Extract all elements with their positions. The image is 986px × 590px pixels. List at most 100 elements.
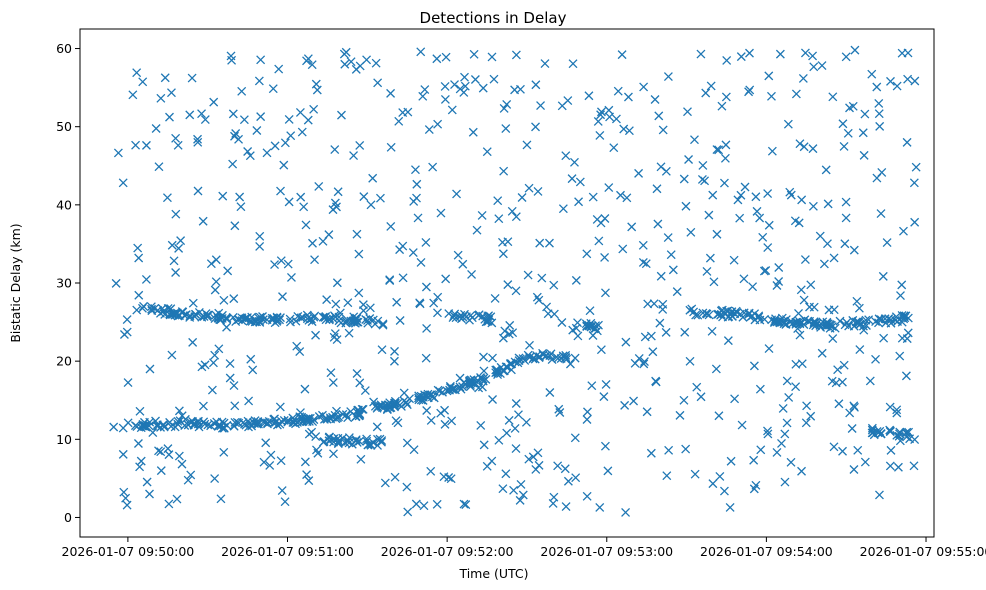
data-point-marker xyxy=(620,400,630,410)
data-point-marker xyxy=(229,421,239,431)
data-point-marker xyxy=(373,441,382,450)
data-point-marker xyxy=(371,58,381,68)
data-point-marker xyxy=(653,219,663,229)
data-point-marker xyxy=(872,82,882,92)
data-point-marker xyxy=(479,366,489,376)
data-point-marker xyxy=(782,376,792,386)
data-point-marker xyxy=(277,486,287,496)
data-point-marker xyxy=(658,299,668,309)
data-point-marker xyxy=(641,259,651,269)
data-point-marker xyxy=(304,476,314,486)
data-point-marker xyxy=(197,362,207,372)
data-point-marker xyxy=(223,266,233,276)
data-point-marker xyxy=(666,250,676,260)
data-point-marker xyxy=(412,179,422,189)
y-axis-ticks: 0 10 20 30 40 50 60 xyxy=(56,41,80,525)
data-point-marker xyxy=(563,96,573,106)
data-point-marker xyxy=(235,192,245,202)
data-point-marker xyxy=(502,99,512,109)
data-point-marker xyxy=(296,408,305,418)
data-point-marker xyxy=(156,466,166,476)
data-point-marker xyxy=(421,282,431,292)
data-point-marker xyxy=(419,501,429,511)
data-point-marker xyxy=(523,350,533,360)
data-point-marker xyxy=(884,314,894,324)
data-point-marker xyxy=(780,477,790,487)
data-point-marker xyxy=(440,405,450,415)
data-point-marker xyxy=(821,165,831,175)
data-point-marker xyxy=(854,303,864,313)
data-point-marker xyxy=(141,274,151,284)
data-point-marker xyxy=(304,429,314,439)
data-point-marker xyxy=(230,131,239,141)
data-point-marker xyxy=(630,358,640,368)
data-point-marker xyxy=(892,405,902,415)
data-point-marker xyxy=(366,200,376,210)
data-point-marker xyxy=(588,192,598,202)
data-point-marker xyxy=(409,445,419,455)
data-point-marker xyxy=(483,314,493,324)
data-point-marker xyxy=(593,116,603,126)
data-point-marker xyxy=(395,316,405,325)
data-point-marker xyxy=(414,395,424,405)
chart-title: Detections in Delay xyxy=(420,9,567,27)
data-point-marker xyxy=(174,243,184,253)
data-point-marker xyxy=(447,105,457,115)
data-point-marker xyxy=(309,104,319,114)
data-point-marker xyxy=(793,324,803,333)
data-point-marker xyxy=(839,141,849,151)
data-point-marker xyxy=(135,406,145,416)
data-point-marker xyxy=(200,419,210,429)
data-point-marker xyxy=(646,448,656,458)
data-point-marker xyxy=(446,474,456,484)
data-point-marker xyxy=(382,404,392,414)
data-point-marker xyxy=(352,229,362,239)
data-point-marker xyxy=(304,416,314,426)
data-point-marker xyxy=(829,253,839,263)
data-point-marker xyxy=(312,445,321,455)
data-point-marker xyxy=(697,174,707,184)
data-point-marker xyxy=(784,392,794,402)
data-point-marker xyxy=(231,129,241,138)
data-point-marker xyxy=(733,195,743,205)
data-point-marker xyxy=(362,55,372,65)
data-point-marker xyxy=(455,382,465,392)
data-point-marker xyxy=(455,373,465,383)
data-point-marker xyxy=(696,49,706,59)
data-point-marker xyxy=(634,168,644,178)
data-point-marker xyxy=(498,484,508,494)
data-point-marker xyxy=(310,255,320,265)
data-point-marker xyxy=(302,314,312,324)
data-point-marker xyxy=(145,489,154,499)
data-point-marker xyxy=(511,444,521,454)
data-point-marker xyxy=(206,259,216,269)
data-point-marker xyxy=(702,266,712,276)
data-point-marker xyxy=(681,444,691,454)
data-point-marker xyxy=(171,209,181,219)
data-point-marker xyxy=(319,312,328,322)
data-point-marker xyxy=(828,334,838,344)
data-point-marker xyxy=(750,309,760,319)
data-point-marker xyxy=(211,255,221,265)
data-point-marker xyxy=(154,162,164,172)
y-tick-label: 0 xyxy=(64,510,72,525)
data-point-marker xyxy=(524,183,534,193)
data-point-marker xyxy=(815,231,825,241)
data-point-marker xyxy=(187,73,197,83)
data-point-marker xyxy=(341,316,351,326)
data-point-marker xyxy=(438,387,447,397)
data-point-marker xyxy=(876,429,886,439)
x-axis-label: Time (UTC) xyxy=(458,566,528,581)
data-point-marker xyxy=(297,127,307,137)
data-point-marker xyxy=(399,396,409,406)
y-tick-label: 10 xyxy=(56,432,72,447)
data-point-marker xyxy=(237,86,247,96)
data-point-marker xyxy=(411,499,421,509)
data-point-marker xyxy=(719,178,729,188)
data-point-marker xyxy=(393,418,403,428)
data-point-marker xyxy=(879,333,889,343)
data-point-marker xyxy=(722,55,732,65)
data-point-marker xyxy=(897,280,907,290)
data-point-marker xyxy=(573,318,582,328)
data-point-marker xyxy=(701,308,711,318)
